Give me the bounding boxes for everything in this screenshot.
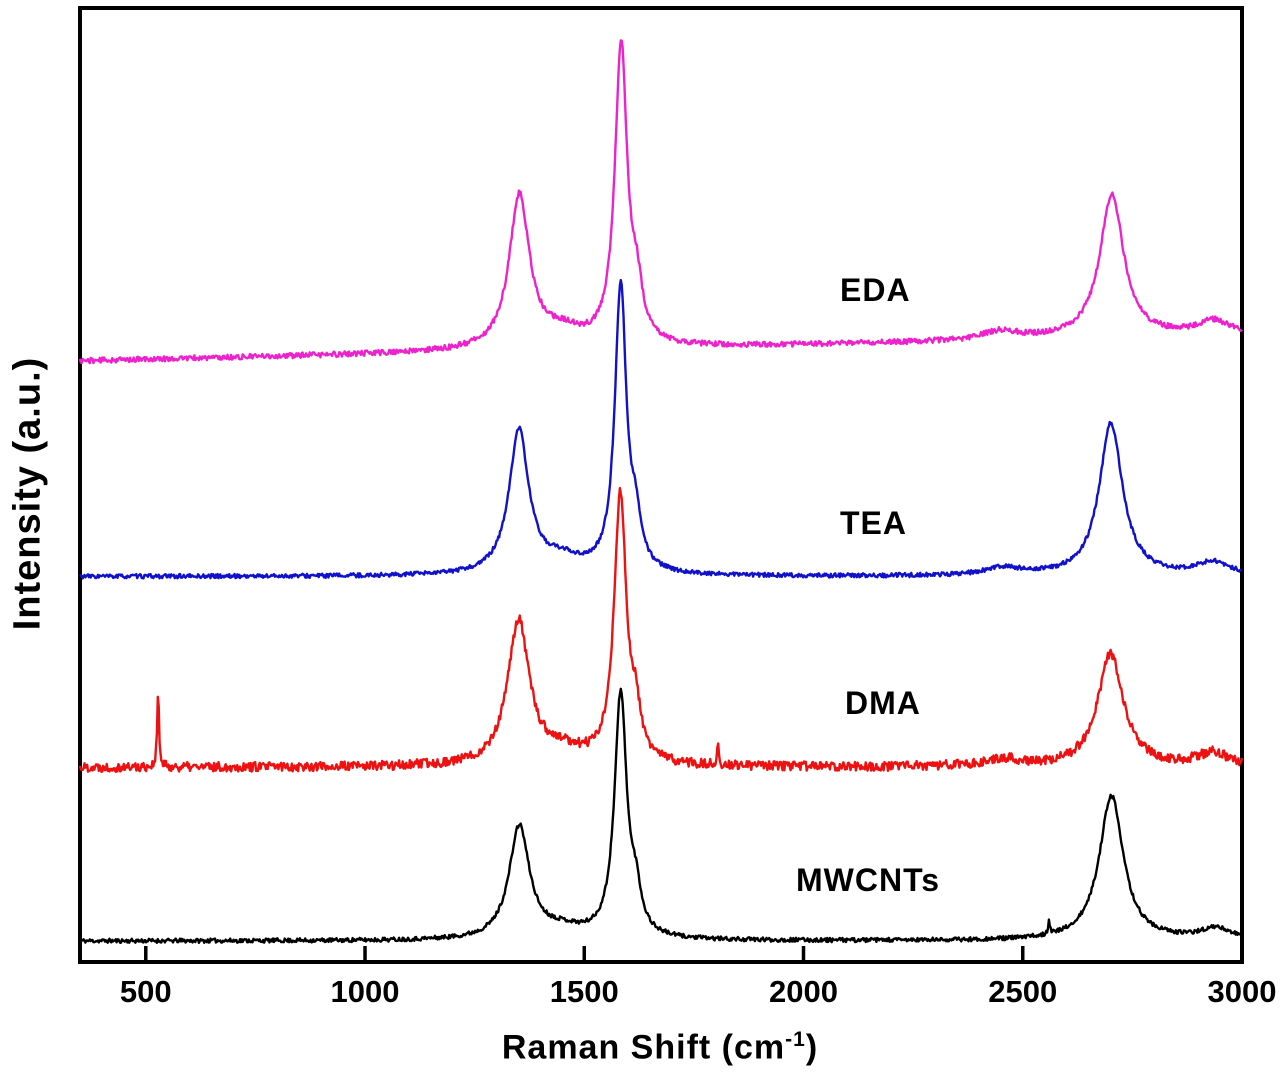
- curve-label-mwcnts: MWCNTs: [796, 862, 941, 898]
- x-axis-title-superscript: -1: [785, 1028, 806, 1051]
- x-tick-label: 500: [120, 974, 172, 1009]
- spectrum-line-mwcnts: [79, 687, 1244, 944]
- curve-label-tea: TEA: [840, 505, 907, 541]
- x-axis-title-text: Raman Shift (cm: [501, 1028, 786, 1067]
- x-axis-ticks: 500 1000 1500 2000 2500 3000: [120, 946, 1277, 1009]
- x-tick-label: 3000: [1208, 974, 1277, 1009]
- x-tick-label: 1500: [550, 974, 619, 1009]
- curve-label-dma: DMA: [845, 685, 921, 721]
- spectra-curves: [78, 39, 1244, 944]
- spectrum-line-dma: [78, 486, 1244, 773]
- curve-label-eda: EDA: [840, 272, 911, 308]
- spectrum-line-eda: [78, 39, 1243, 365]
- x-tick-label: 2500: [988, 974, 1057, 1009]
- spectrum-line-tea: [79, 278, 1243, 580]
- x-tick-label: 1000: [331, 974, 400, 1009]
- x-tick-label: 2000: [769, 974, 838, 1009]
- x-axis-title-close: ): [805, 1028, 819, 1067]
- x-axis-title: Raman Shift (cm-1): [0, 1028, 1280, 1067]
- y-axis-title: Intensity (a.u.): [6, 356, 49, 631]
- plot-frame: [78, 6, 1244, 964]
